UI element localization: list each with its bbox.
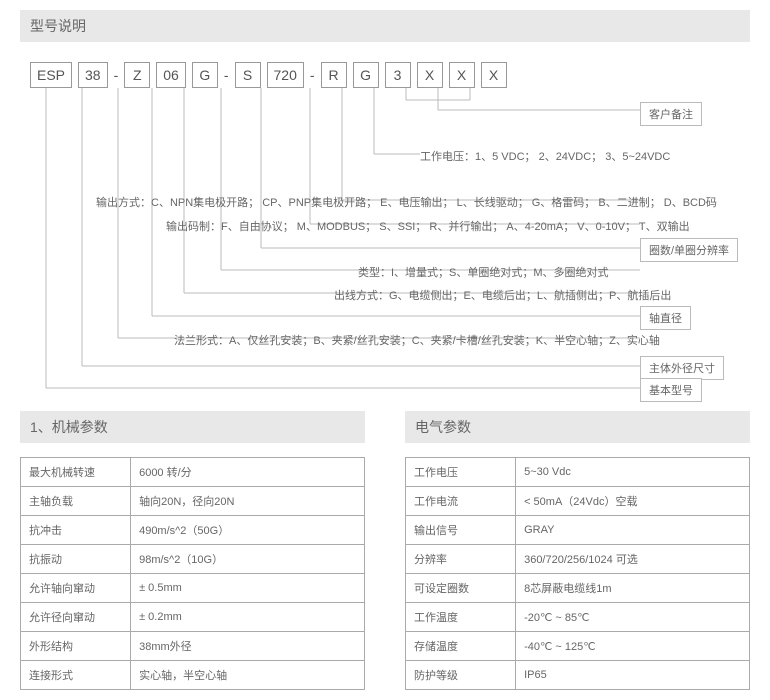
mech-col: 1、机械参数 最大机械转速6000 转/分主轴负载轴向20N，径向20N抗冲击4… (20, 411, 365, 690)
table-row: 允许径向窜动± 0.2mm (21, 603, 365, 632)
table-cell: 抗振动 (21, 545, 131, 574)
desc-protocol: 输出码制：F、自由协议； M、MODBUS； S、SSI； R、并行输出； A、… (166, 218, 690, 234)
table-cell: 主轴负载 (21, 487, 131, 516)
table-cell: GRAY (516, 516, 750, 545)
table-row: 主轴负载轴向20N，径向20N (21, 487, 365, 516)
mech-table: 最大机械转速6000 转/分主轴负载轴向20N，径向20N抗冲击490m/s^2… (20, 457, 365, 690)
table-cell: 98m/s^2（10G） (131, 545, 365, 574)
model-diagram: ESP 38 - Z 06 G - S 720 - R G 3 X X X (20, 56, 750, 401)
table-cell: -20℃ ~ 85℃ (516, 603, 750, 632)
desc-output: 输出方式：C、NPN集电极开路； CP、PNP集电极开路； E、电压输出； L、… (96, 194, 717, 210)
code-x2: X (449, 62, 475, 88)
table-row: 工作电流< 50mA（24Vdc）空载 (406, 487, 750, 516)
desc-volt: 工作电压：1、5 VDC； 2、24VDC； 3、5~24VDC (420, 148, 670, 164)
desc-type: 类型：I、增量式；S、单圈绝对式；M、多圈绝对式 (358, 264, 609, 280)
code-720: 720 (267, 62, 304, 88)
table-row: 最大机械转速6000 转/分 (21, 458, 365, 487)
table-cell: IP65 (516, 661, 750, 690)
table-row: 防护等级IP65 (406, 661, 750, 690)
table-cell: 最大机械转速 (21, 458, 131, 487)
label-dia: 主体外径尺寸 (640, 356, 724, 380)
code-x1: X (417, 62, 443, 88)
table-cell: 允许径向窜动 (21, 603, 131, 632)
table-cell: 轴向20N，径向20N (131, 487, 365, 516)
table-row: 抗振动98m/s^2（10G） (21, 545, 365, 574)
table-cell: 连接形式 (21, 661, 131, 690)
table-cell: 6000 转/分 (131, 458, 365, 487)
params-row: 1、机械参数 最大机械转速6000 转/分主轴负载轴向20N，径向20N抗冲击4… (20, 411, 750, 690)
table-cell: 工作电流 (406, 487, 516, 516)
table-row: 存储温度-40℃ ~ 125℃ (406, 632, 750, 661)
desc-cable: 出线方式：G、电缆侧出；E、电缆后出；L、航插侧出；P、航插后出 (334, 287, 671, 303)
label-shaft: 轴直径 (640, 306, 691, 330)
dash: - (310, 67, 315, 83)
table-cell: 防护等级 (406, 661, 516, 690)
code-z: Z (124, 62, 150, 88)
table-row: 可设定圈数8芯屏蔽电缆线1m (406, 574, 750, 603)
table-cell: 490m/s^2（50G） (131, 516, 365, 545)
code-x3: X (481, 62, 507, 88)
table-row: 允许轴向窜动± 0.5mm (21, 574, 365, 603)
table-row: 外形结构38mm外径 (21, 632, 365, 661)
table-cell: 工作温度 (406, 603, 516, 632)
model-header: 型号说明 (20, 10, 750, 42)
table-cell: -40℃ ~ 125℃ (516, 632, 750, 661)
table-row: 输出信号GRAY (406, 516, 750, 545)
label-base: 基本型号 (640, 378, 702, 402)
table-cell: ± 0.2mm (131, 603, 365, 632)
code-s: S (235, 62, 261, 88)
code-g: G (192, 62, 218, 88)
table-cell: 实心轴，半空心轴 (131, 661, 365, 690)
table-cell: 抗冲击 (21, 516, 131, 545)
code-38: 38 (78, 62, 108, 88)
label-turns: 圈数/单圈分辨率 (640, 238, 738, 262)
table-cell: 允许轴向窜动 (21, 574, 131, 603)
code-3: 3 (385, 62, 411, 88)
table-cell: 分辨率 (406, 545, 516, 574)
label-remark: 客户备注 (640, 102, 702, 126)
table-cell: 5~30 Vdc (516, 458, 750, 487)
dash: - (114, 67, 119, 83)
table-cell: 存储温度 (406, 632, 516, 661)
table-row: 抗冲击490m/s^2（50G） (21, 516, 365, 545)
table-cell: 输出信号 (406, 516, 516, 545)
code-06: 06 (156, 62, 186, 88)
desc-flange: 法兰形式：A、仅丝孔安装；B、夹紧/丝孔安装；C、夹紧/卡槽/丝孔安装；K、半空… (174, 332, 660, 348)
table-cell: ± 0.5mm (131, 574, 365, 603)
elec-table: 工作电压5~30 Vdc工作电流< 50mA（24Vdc）空载输出信号GRAY分… (405, 457, 750, 690)
table-cell: 可设定圈数 (406, 574, 516, 603)
table-cell: 8芯屏蔽电缆线1m (516, 574, 750, 603)
elec-col: 电气参数 工作电压5~30 Vdc工作电流< 50mA（24Vdc）空载输出信号… (405, 411, 750, 690)
code-g2: G (353, 62, 379, 88)
table-cell: < 50mA（24Vdc）空载 (516, 487, 750, 516)
mech-header: 1、机械参数 (20, 411, 365, 443)
table-row: 工作温度-20℃ ~ 85℃ (406, 603, 750, 632)
elec-header: 电气参数 (405, 411, 750, 443)
table-cell: 工作电压 (406, 458, 516, 487)
code-r: R (321, 62, 347, 88)
table-row: 分辨率360/720/256/1024 可选 (406, 545, 750, 574)
dash: - (224, 67, 229, 83)
table-cell: 360/720/256/1024 可选 (516, 545, 750, 574)
code-esp: ESP (30, 62, 72, 88)
table-cell: 外形结构 (21, 632, 131, 661)
table-cell: 38mm外径 (131, 632, 365, 661)
table-row: 工作电压5~30 Vdc (406, 458, 750, 487)
table-row: 连接形式实心轴，半空心轴 (21, 661, 365, 690)
code-row: ESP 38 - Z 06 G - S 720 - R G 3 X X X (30, 62, 507, 88)
